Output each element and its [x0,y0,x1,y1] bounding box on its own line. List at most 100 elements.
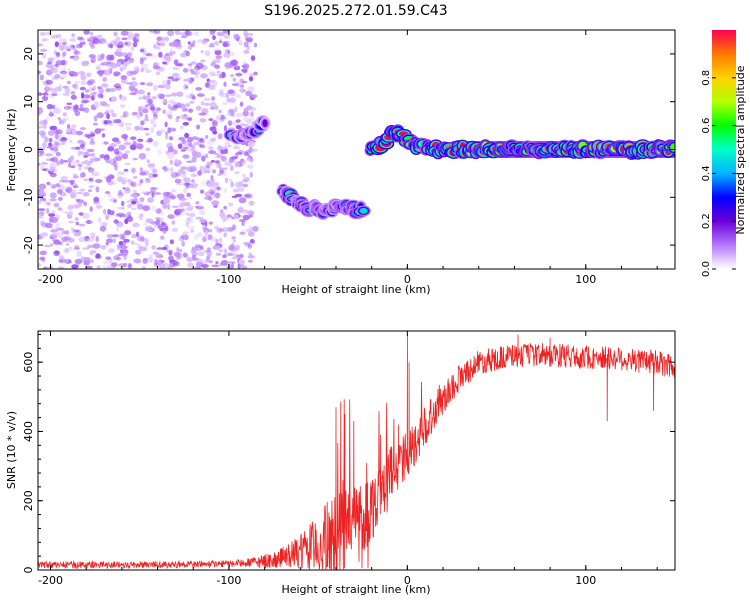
noise-blob [223,205,227,210]
noise-blob [232,214,239,219]
noise-blob [56,189,63,195]
noise-blob [195,201,200,205]
noise-blob [69,140,73,143]
noise-blob [136,111,142,115]
noise-blob [218,73,223,79]
noise-blob [54,41,59,47]
noise-blob [40,48,47,52]
noise-blob [50,63,56,68]
noise-blob [93,157,101,162]
noise-blob [165,52,170,56]
noise-blob [245,36,254,43]
noise-blob [72,204,81,208]
noise-blob [247,86,255,92]
noise-blob [200,189,204,194]
colorbar-tick-label: 0.8 [701,70,712,86]
noise-blob [147,92,151,96]
noise-blob [180,211,188,216]
noise-blob [132,176,138,179]
noise-blob [72,83,77,89]
noise-blob [147,103,155,107]
noise-blob [87,237,96,242]
noise-blob [78,163,83,167]
noise-blob [38,60,43,66]
noise-blob [105,88,112,92]
noise-blob [228,202,234,207]
noise-blob [82,192,90,197]
noise-blob [39,250,47,256]
noise-blob [120,95,127,102]
noise-blob [214,245,222,251]
noise-blob [111,234,119,238]
noise-blob [59,77,65,80]
noise-blob [226,252,234,257]
noise-blob [180,201,185,205]
noise-blob [248,76,254,82]
noise-blob [173,59,179,65]
noise-blob [145,177,150,182]
noise-blob [57,266,65,269]
noise-blob [78,107,86,112]
noise-blob [69,179,75,185]
noise-blob [226,112,232,116]
noise-blob [160,221,166,226]
noise-blob [241,220,245,227]
noise-blob [113,31,118,37]
noise-blob [88,185,95,188]
noise-blob [105,256,112,261]
noise-blob [228,144,232,148]
noise-blob [64,87,71,94]
noise-blob [127,51,133,58]
noise-blob [243,107,249,113]
noise-blob [169,263,174,266]
noise-blob [143,118,150,122]
noise-blob [245,90,253,96]
spectrogram-y-tick-label: 10 [22,95,35,109]
noise-blob [163,167,170,172]
noise-blob [213,182,220,186]
noise-blob [123,255,128,261]
noise-blob [67,186,73,193]
noise-blob [215,192,221,199]
noise-blob [197,170,203,176]
noise-blob [242,183,249,188]
noise-blob [183,202,191,207]
noise-blob [122,64,128,70]
noise-blob [162,54,170,61]
noise-blob [234,65,239,69]
noise-blob [145,132,150,136]
noise-blob [222,102,228,105]
noise-blob [54,250,60,255]
noise-blob [241,68,248,73]
noise-blob [112,181,116,185]
noise-blob [181,107,186,113]
noise-blob [145,53,153,57]
noise-blob [169,239,174,245]
noise-blob [74,244,80,249]
noise-blob [238,219,247,222]
noise-blob [241,150,245,154]
noise-blob [126,41,132,47]
noise-blob [162,203,168,209]
noise-blob [118,144,126,151]
noise-blob [216,70,221,74]
noise-blob [200,73,208,79]
noise-blob [248,226,254,230]
noise-blob [71,57,80,60]
noise-blob [172,67,180,70]
noise-blob [153,44,157,49]
noise-blob [230,52,235,56]
noise-blob [46,103,54,110]
noise-blob [116,44,124,48]
noise-blob [62,160,69,163]
noise-blob [101,133,106,138]
noise-blob [139,171,147,176]
noise-blob [203,97,211,102]
noise-blob [117,194,123,199]
noise-blob [224,177,229,184]
noise-blob [54,74,61,79]
noise-blob [133,189,137,193]
noise-blob [142,258,148,264]
noise-blob [62,112,67,117]
